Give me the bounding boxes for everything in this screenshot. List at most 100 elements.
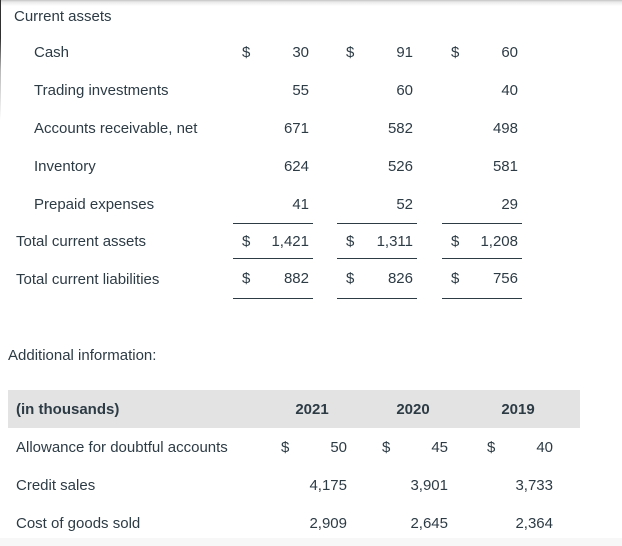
cell: $91: [337, 33, 417, 71]
dollar-sign: $: [451, 270, 460, 287]
cell-value: 50: [330, 438, 347, 456]
dollar-sign: $: [487, 438, 496, 456]
cell-value: 756: [492, 270, 518, 287]
cell: $40: [483, 428, 553, 466]
row-label: Inventory: [34, 157, 96, 175]
total-cell: $1,208: [442, 223, 522, 259]
cell: 41: [233, 185, 313, 223]
year-header-2019: 2019: [501, 400, 535, 418]
row-label: Cash: [34, 43, 70, 61]
row-label: Cost of goods sold: [16, 514, 141, 532]
cell: $50: [277, 428, 347, 466]
cell: 581: [442, 147, 522, 185]
cell-value: 60: [396, 81, 413, 99]
cell: 526: [337, 147, 417, 185]
row-label: Credit sales: [16, 476, 96, 494]
cell: 40: [442, 71, 522, 109]
section-title: Current assets: [14, 8, 112, 25]
table-row-total-current-assets: Total current assets $1,421 $1,311 $1,20…: [0, 223, 622, 259]
cell: 2,645: [378, 504, 448, 542]
cell-value: 40: [501, 81, 518, 99]
row-label: Total current liabilities: [16, 270, 160, 288]
header-label-in-thousands: (in thousands): [16, 400, 120, 418]
cell-value: 498: [492, 119, 518, 137]
cell-value: 624: [283, 157, 309, 175]
next-row-partial-strip: [0, 538, 622, 546]
cell-value: 2,645: [410, 514, 448, 532]
cell-value: 2,909: [309, 514, 347, 532]
cell-value: 29: [501, 195, 518, 213]
row-label: Prepaid expenses: [34, 195, 155, 213]
cell: 671: [233, 109, 313, 147]
cell-value: 45: [431, 438, 448, 456]
cell: 2,364: [483, 504, 553, 542]
cell-value: 1,208: [480, 232, 518, 250]
dollar-sign: $: [242, 232, 251, 250]
row-label: Trading investments: [34, 81, 169, 99]
cell: 498: [442, 109, 522, 147]
table-row-credit-sales: Credit sales 4,175 3,901 3,733: [0, 466, 622, 504]
table-row-allowance-doubtful-accounts: Allowance for doubtful accounts $50 $45 …: [0, 428, 622, 466]
total-cell: $756: [442, 259, 522, 299]
cell-value: 1,421: [271, 232, 309, 250]
cell-value: 41: [292, 195, 309, 213]
cell-value: 671: [283, 119, 309, 137]
dollar-sign: $: [451, 232, 460, 250]
row-label: Allowance for doubtful accounts: [16, 438, 228, 456]
additional-info-table: (in thousands) 2021 2020 2019 Allowance …: [0, 390, 622, 542]
cell: $60: [442, 33, 522, 71]
dollar-sign: $: [242, 270, 251, 287]
cell: 55: [233, 71, 313, 109]
cell: 582: [337, 109, 417, 147]
cell-value: 4,175: [309, 476, 347, 494]
dollar-sign: $: [281, 438, 290, 456]
cell: $30: [233, 33, 313, 71]
dollar-sign: $: [382, 438, 391, 456]
table-row-accounts-receivable: Accounts receivable, net 671 582 498: [0, 109, 622, 147]
cell: 2,909: [277, 504, 347, 542]
cell-value: 581: [492, 157, 518, 175]
current-assets-section: Current assets Cash $30 $91 $60 Trading …: [0, 0, 622, 299]
row-label: Total current assets: [16, 232, 147, 250]
cell-value: 582: [387, 119, 413, 137]
cell-value: 3,733: [515, 476, 553, 494]
cell-value: 2,364: [515, 514, 553, 532]
cell: 60: [337, 71, 417, 109]
total-cell: $1,421: [233, 223, 313, 259]
dollar-sign: $: [346, 270, 355, 287]
additional-info-heading: Additional information:: [8, 347, 157, 364]
total-cell: $826: [337, 259, 417, 299]
year-header-2020: 2020: [396, 400, 430, 418]
cell-value: 1,311: [376, 232, 413, 250]
cell-value: 882: [283, 270, 309, 287]
cell: 3,733: [483, 466, 553, 504]
cell: 624: [233, 147, 313, 185]
cell-value: 3,901: [410, 476, 448, 494]
dollar-sign: $: [346, 232, 355, 250]
left-edge-artifact: [0, 0, 1, 120]
cell-value: 826: [387, 270, 413, 287]
cell-value: 526: [387, 157, 413, 175]
dollar-sign: $: [451, 43, 460, 61]
total-cell: $1,311: [337, 223, 417, 259]
cell-value: 55: [292, 81, 309, 99]
cell: 3,901: [378, 466, 448, 504]
cell-value: 52: [396, 195, 413, 213]
dollar-sign: $: [346, 43, 355, 61]
table-header-row: (in thousands) 2021 2020 2019: [0, 390, 622, 428]
row-label: Accounts receivable, net: [34, 119, 198, 137]
table-row-prepaid-expenses: Prepaid expenses 41 52 29: [0, 185, 622, 223]
dollar-sign: $: [242, 43, 251, 61]
table-row-trading-investments: Trading investments 55 60 40: [0, 71, 622, 109]
cell-value: 91: [396, 43, 413, 61]
table-row-inventory: Inventory 624 526 581: [0, 147, 622, 185]
total-cell: $882: [233, 259, 313, 299]
cell: 52: [337, 185, 417, 223]
cell: 29: [442, 185, 522, 223]
table-row-cost-of-goods-sold: Cost of goods sold 2,909 2,645 2,364: [0, 504, 622, 542]
year-header-2021: 2021: [295, 400, 329, 418]
cell-value: 60: [501, 43, 518, 61]
top-edge-divider: [0, 0, 622, 6]
section-title-row: Current assets: [0, 0, 622, 33]
